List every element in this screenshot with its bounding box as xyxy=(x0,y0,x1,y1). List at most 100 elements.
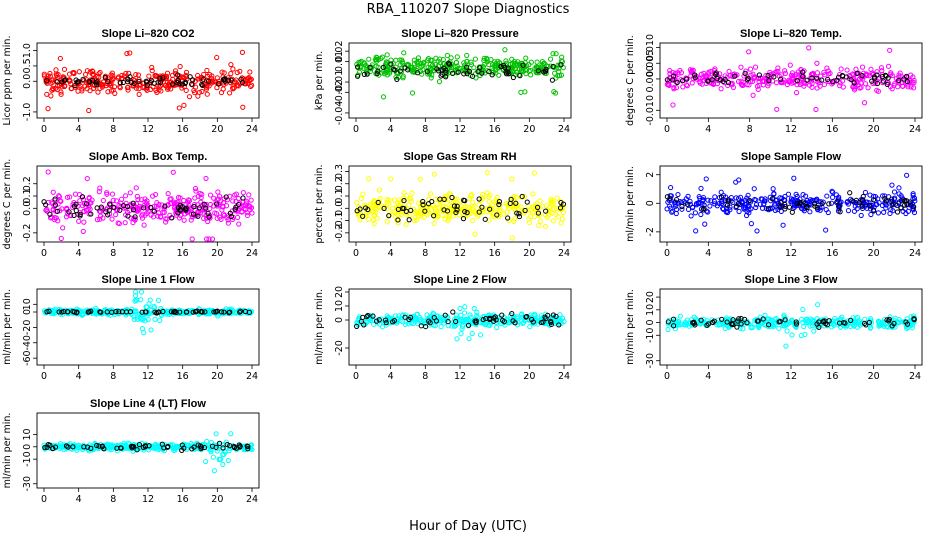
data-point xyxy=(549,198,555,204)
x-tick-label: 12 xyxy=(785,248,797,259)
data-point xyxy=(887,210,893,217)
data-point xyxy=(523,55,529,61)
data-point xyxy=(45,169,51,175)
data-point xyxy=(383,317,389,323)
data-point xyxy=(687,67,693,73)
data-point xyxy=(698,317,704,323)
data-point xyxy=(738,81,744,87)
x-tick-label: 8 xyxy=(747,371,753,382)
points xyxy=(354,170,567,241)
y-tick-label: 0.2 xyxy=(334,176,345,191)
data-point xyxy=(44,309,50,315)
data-point xyxy=(139,309,145,315)
data-point xyxy=(688,213,694,219)
data-point xyxy=(817,83,823,89)
data-point xyxy=(71,212,77,218)
data-point xyxy=(496,207,502,214)
data-point xyxy=(851,208,858,214)
data-point xyxy=(233,204,239,210)
data-point xyxy=(859,203,865,209)
data-point xyxy=(550,312,556,318)
data-point xyxy=(244,76,250,82)
data-point xyxy=(443,69,449,75)
y-tick-label: -20 xyxy=(334,340,345,356)
data-point xyxy=(73,208,79,214)
data-point xyxy=(212,210,218,216)
data-point xyxy=(550,218,556,224)
data-point xyxy=(527,67,534,74)
y-tick-label: 0.0 xyxy=(22,201,33,216)
data-point xyxy=(228,431,234,437)
data-point xyxy=(712,71,719,77)
data-point xyxy=(531,170,538,176)
data-point xyxy=(785,79,792,85)
data-point xyxy=(903,198,910,204)
data-point xyxy=(71,309,77,315)
data-point xyxy=(244,212,251,219)
data-point xyxy=(462,304,468,310)
data-point xyxy=(814,196,820,203)
data-point xyxy=(154,200,160,206)
data-point xyxy=(134,193,140,199)
data-point xyxy=(701,202,707,208)
y-tick-label: -0.1 xyxy=(334,211,345,230)
data-point xyxy=(148,327,154,333)
data-point xyxy=(147,306,153,313)
data-point xyxy=(490,201,496,208)
y-axis-label: ml/min per min. xyxy=(314,289,325,365)
data-point xyxy=(238,76,244,82)
data-point xyxy=(784,328,790,334)
data-point xyxy=(199,82,206,89)
data-point xyxy=(534,59,540,65)
data-point xyxy=(360,213,366,219)
data-point xyxy=(806,45,812,51)
data-point xyxy=(442,312,448,318)
data-point xyxy=(493,317,499,323)
data-point xyxy=(763,322,769,328)
data-point xyxy=(97,216,103,222)
data-point xyxy=(558,199,564,206)
data-point xyxy=(458,317,465,323)
data-point xyxy=(891,189,898,195)
data-point xyxy=(904,73,910,79)
data-point xyxy=(813,106,819,113)
data-point xyxy=(108,88,115,94)
data-point xyxy=(728,195,734,201)
data-point xyxy=(53,85,59,91)
data-point xyxy=(83,207,90,214)
x-tick-label: 0 xyxy=(664,248,670,259)
data-point xyxy=(226,310,232,316)
data-point xyxy=(743,68,749,74)
data-point xyxy=(535,68,541,74)
data-point xyxy=(198,210,204,216)
data-point xyxy=(442,193,449,199)
data-point xyxy=(778,208,784,215)
data-point xyxy=(733,195,739,201)
data-point xyxy=(133,309,139,315)
data-point xyxy=(146,73,152,79)
data-point xyxy=(717,77,724,83)
x-tick-label: 24 xyxy=(909,124,921,135)
data-point xyxy=(134,447,140,453)
x-tick-label: 8 xyxy=(110,494,116,505)
data-point xyxy=(226,447,232,454)
data-point xyxy=(188,81,195,87)
data-point xyxy=(234,69,240,76)
data-point xyxy=(444,52,450,59)
x-tick-label: 24 xyxy=(246,494,258,505)
x-tick-label: 0 xyxy=(353,248,359,259)
data-point xyxy=(169,81,176,87)
data-point xyxy=(519,311,525,317)
data-point xyxy=(782,317,788,323)
data-point xyxy=(406,217,412,223)
data-point xyxy=(395,206,401,213)
data-point xyxy=(191,444,197,450)
panel-1: Slope Li–820 CO2 Licor ppm per min. 0 4 8 12 1… xyxy=(2,28,260,135)
data-point xyxy=(109,191,116,197)
data-point xyxy=(673,197,680,203)
data-point xyxy=(214,75,220,81)
data-point xyxy=(95,89,101,95)
y-tick-label: 0 xyxy=(334,317,345,323)
data-point xyxy=(811,201,818,207)
data-point xyxy=(193,188,199,194)
